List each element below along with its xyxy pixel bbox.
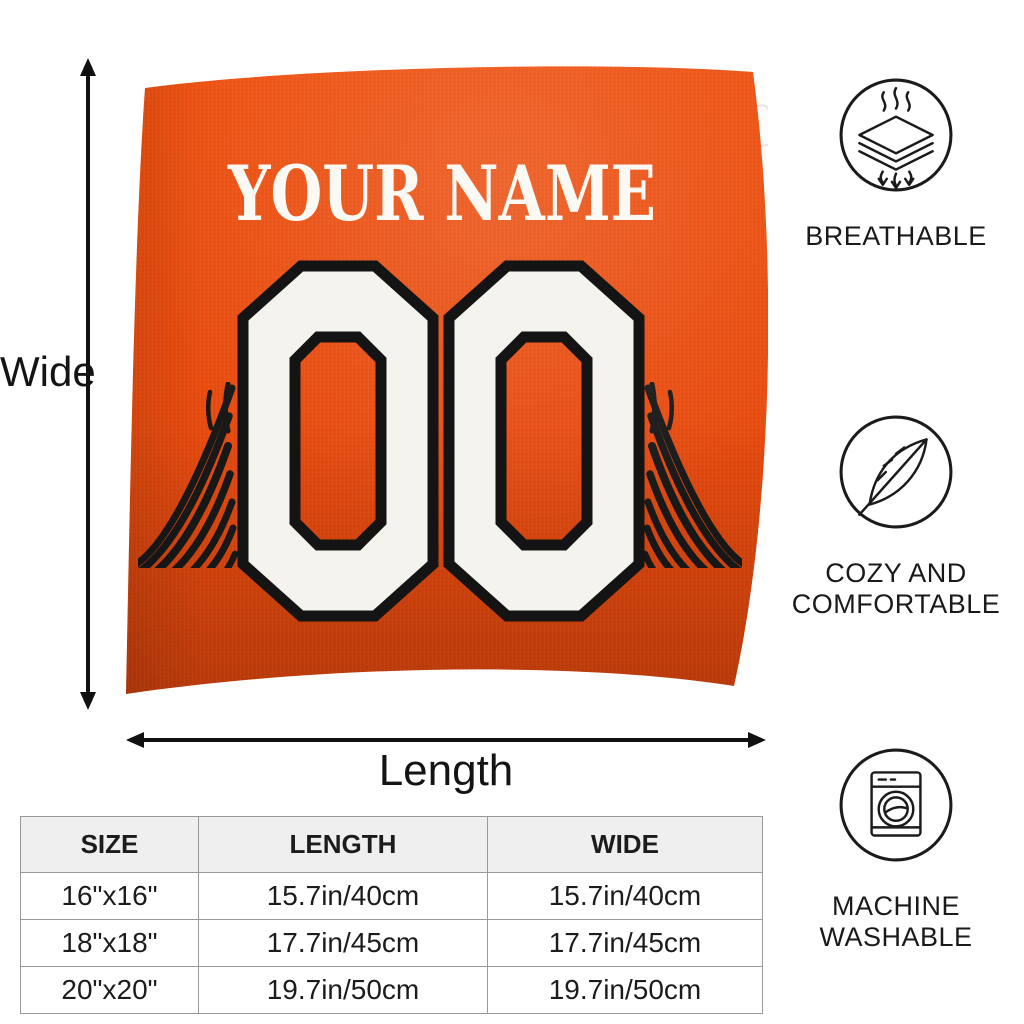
- wide-label: Wide: [0, 348, 96, 395]
- table-cell: 18"x18": [20, 919, 199, 967]
- table-cell: 15.7in/40cm: [487, 872, 763, 920]
- feature-cozy-comfortable: COZY AND COMFORTABLE: [792, 413, 1000, 620]
- wide-arrow: [74, 56, 102, 712]
- feature-label: COZY AND COMFORTABLE: [792, 558, 1001, 620]
- size-table-header-size: SIZE: [20, 816, 199, 873]
- table-row: 18"x18" 17.7in/45cm 17.7in/45cm: [20, 919, 763, 967]
- size-table-header-row: SIZE LENGTH WIDE: [20, 816, 763, 873]
- table-row: 16"x16" 15.7in/40cm 15.7in/40cm: [20, 872, 763, 920]
- feature-label: BREATHABLE: [805, 221, 987, 252]
- length-label: Length: [378, 746, 514, 795]
- jersey-name-text: YOUR NAME: [227, 149, 656, 238]
- feature-label: MACHINE WASHABLE: [819, 891, 972, 953]
- feature-breathable: BREATHABLE: [792, 76, 1000, 252]
- feather-icon: [837, 413, 955, 531]
- table-cell: 16"x16": [20, 872, 199, 920]
- pillow-image: YOUR NAME 00: [112, 66, 776, 714]
- table-row: 20"x20" 19.7in/50cm 19.7in/50cm: [20, 966, 763, 1014]
- feature-label-line: COMFORTABLE: [791, 589, 1001, 619]
- feature-machine-washable: MACHINE WASHABLE: [792, 746, 1000, 953]
- feature-label-line: MACHINE: [831, 891, 960, 921]
- table-cell: 15.7in/40cm: [198, 872, 488, 920]
- breathable-icon: [837, 76, 955, 194]
- table-cell: 17.7in/45cm: [487, 919, 763, 967]
- size-table: SIZE LENGTH WIDE 16"x16" 15.7in/40cm 15.…: [20, 816, 763, 1014]
- table-cell: 20"x20": [20, 966, 199, 1014]
- feature-label-line: BREATHABLE: [805, 221, 987, 251]
- washing-machine-icon: [837, 746, 955, 864]
- double-arrow-horizontal-icon: [126, 732, 766, 748]
- table-cell: 17.7in/45cm: [198, 919, 488, 967]
- length-arrow: [124, 726, 768, 754]
- table-cell: 19.7in/50cm: [198, 966, 488, 1014]
- size-table-header-length: LENGTH: [198, 816, 488, 873]
- feature-label-line: COZY AND: [825, 558, 967, 588]
- double-arrow-vertical-icon: [80, 58, 96, 710]
- size-table-header-wide: WIDE: [487, 816, 763, 873]
- feature-label-line: WASHABLE: [819, 922, 973, 952]
- table-cell: 19.7in/50cm: [487, 966, 763, 1014]
